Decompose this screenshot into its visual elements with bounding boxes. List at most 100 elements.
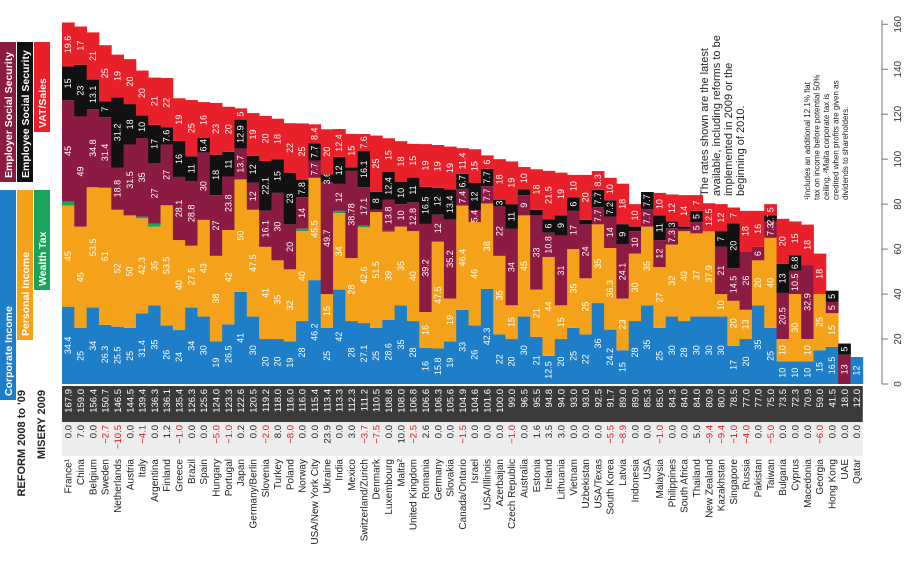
bar-label-ukraine-personal-income: 15 [322,306,332,316]
reform-value-france: 0.0 [64,425,75,438]
country-label-turkey: Turkey [273,459,284,489]
country-label-bulgaria: Bulgaria [778,459,789,496]
misery-value-usa-new-york-city: 115.4 [310,389,321,412]
bar-usa-corporate-income [641,305,654,384]
bar-malaysia-employee-social-security [653,215,667,241]
bar-singapore-employee-social-security [727,223,740,269]
bar-label-singapore-vat-sales: 7 [728,213,738,218]
bar-malta-vat-sales [394,141,408,182]
misery-value-taiwan: 75.0 [766,389,777,408]
bar-label-hungary-corporate-income: 19 [211,358,221,368]
bar-label-sweden-vat-sales: 25 [100,68,110,78]
bar-usa-texas-personal-income [591,224,605,304]
bar-label-uzbekistan-vat-sales: 20 [581,192,591,202]
bar-austria-employee-social-security [123,104,137,145]
bar-georgia-corporate-income [813,350,827,384]
bar-uzbekistan-employee-social-security [579,219,593,225]
bar-label-israel-vat-sales: 15 [470,161,480,171]
country-label-vietnam: Vietnam [569,459,580,496]
bar-label-luxembourg-personal-income: 39 [383,271,393,281]
bar-label-philippines-employer-social-security: 7.3 [667,230,677,243]
bar-group-singapore: 17 20 14.5 20 7 [727,207,740,384]
bar-label-south-africa-vat-sales: 14 [679,206,689,216]
bar-label-romania-employee-social-security: 16.5 [420,197,430,215]
bar-italy-personal-income [135,218,149,314]
bar-china-vat-sales [74,26,88,65]
country-label-israel: Israel [470,459,481,483]
bar-label-latvia-corporate-income: 15 [618,362,628,372]
bar-label-thailand-corporate-income: 30 [691,345,701,355]
bar-label-vietnam-employer-social-security: 17 [568,225,578,235]
country-label-brazil: Brazil [187,459,198,484]
bar-bulgaria-employee-social-security [776,263,790,293]
bar-czech-republic-employer-social-security [505,228,519,306]
bar-label-usa-personal-income: 35 [642,261,652,271]
bar-label-usa-new-york-city-corporate-income: 46.2 [310,323,320,341]
bar-slovakia-personal-income [443,298,457,342]
reform-value-brazil: 0.0 [187,425,198,438]
bar-label-mexico-vat-sales: 15 [347,146,357,156]
bar-label-vietnam-corporate-income: 25 [568,351,578,361]
bar-italy-wealth-tax [135,216,149,219]
bar-argentina-vat-sales [148,77,161,125]
bar-group-qatar: 12 [850,357,864,384]
misery-value-georgia: 59.0 [815,389,826,408]
bar-greece-employee-social-security [172,140,186,177]
misery-value-slovenia: 119.2 [261,389,272,412]
bar-label-china-corporate-income: 25 [75,351,85,361]
bar-denmark-corporate-income [370,327,383,384]
reform-value-kazakhstan: −9.4 [717,425,728,444]
country-label-greece: Greece [175,459,186,492]
bar-australia-personal-income [517,215,531,317]
bar-germany-berlin-employer-social-security [246,182,260,210]
bar-label-denmark-vat-sales: 25 [371,159,381,169]
bar-group-usa: 35 35 7.7 7.7 [641,192,654,384]
bar-label-india-employee-social-security: 12 [334,165,344,175]
bar-philippines-employee-social-security [665,221,679,229]
bar-group-sweden: 26.3 61 31.4 7 25 [98,45,112,384]
country-label-slovakia: Slovakia [446,459,457,497]
bar-label-luxembourg-corporate-income: 28.6 [383,343,393,361]
bar-label-cyprus-employee-social-security: 6.8 [790,257,800,270]
bar-group-south-africa: 28 40 14 [678,195,691,384]
bar-label-china-personal-income: 45 [75,272,85,282]
bar-label-georgia-personal-income: 25 [815,317,825,327]
bar-italy-corporate-income [135,313,149,384]
bar-label-taiwan-employer-social-security: 7.3 [765,223,775,236]
bar-malaysia-corporate-income [653,327,667,384]
bar-label-japan-personal-income: 50 [236,231,246,241]
bar-label-ukraine-vat-sales: 20 [322,147,332,157]
bar-label-ireland-corporate-income: 12.5 [544,361,554,379]
bar-label-turkey-personal-income: 35 [273,295,283,305]
misery-value-philippines: 84.3 [667,389,678,408]
bar-argentina-personal-income [148,226,161,306]
bar-label-macedonia-employer-social-security: 32.9 [802,293,812,311]
bar-label-pakistan-personal-income: 20 [753,278,763,288]
country-label-latvia: Latvia [618,459,629,486]
country-label-portugal: Portugal [224,459,235,496]
bar-label-slovakia-personal-income: 19 [445,315,455,325]
bar-label-italy-employer-social-security: 35 [137,172,147,182]
misery-value-china: 159.0 [76,389,87,413]
bar-germany-berlin-personal-income [246,209,260,317]
bar-label-portugal-corporate-income: 26.5 [223,345,233,363]
reform-value-vietnam: 0.0 [569,425,580,438]
y-tick-label-40: 40 [893,288,904,300]
bar-germany-berlin-employee-social-security [246,155,260,183]
reform-value-luxembourg: 0.0 [384,425,395,438]
bar-group-estonia: 21 21 33 18 [530,169,543,384]
legend-label-corporate-income: Corporate Income [3,306,15,396]
bar-label-luxembourg-vat-sales: 15 [383,150,393,160]
bar-switzerland-zurich-corporate-income [357,323,371,384]
bar-singapore-corporate-income [727,345,740,384]
bar-label-kazakhstan-corporate-income: 30 [716,345,726,355]
bar-label-new-zealand-vat-sales: 12.5 [704,209,714,227]
bar-pakistan-vat-sales [751,210,765,247]
bar-label-macedonia-corporate-income: 10 [802,368,812,378]
bar-label-argentina-corporate-income: 35 [149,340,159,350]
bar-turkey-employer-social-security [271,192,285,261]
country-label-united-kingdom: United Kingdom [409,459,420,530]
legend-swatch-personal-income [17,190,33,340]
bar-label-malta-employer-social-security: 10 [396,210,406,220]
country-label-spain: Spain [199,459,210,485]
